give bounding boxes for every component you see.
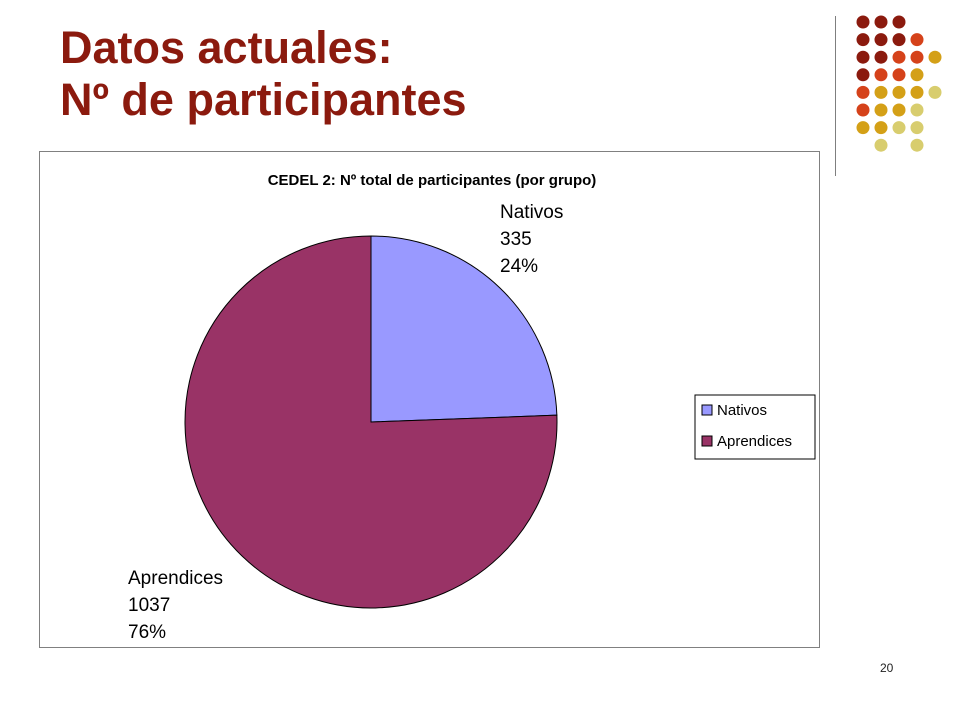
decorative-dot	[892, 121, 906, 135]
chart-legend: Nativos Aprendices	[694, 394, 816, 460]
decorative-dot	[856, 85, 870, 99]
decorative-dot	[892, 50, 906, 64]
decorative-dot	[910, 103, 924, 117]
slice-data-label: 24%	[500, 256, 538, 277]
slice-data-label: 1037	[128, 595, 170, 616]
pie-chart: CEDEL 2: Nº total de participantes (por …	[128, 172, 816, 643]
legend-box	[694, 394, 816, 460]
decorative-divider	[835, 16, 836, 176]
decorative-dot	[928, 50, 942, 64]
slice-data-label: Nativos	[500, 202, 563, 223]
decorative-dot	[892, 68, 906, 82]
decorative-dot	[892, 33, 906, 47]
decorative-dot	[874, 15, 888, 29]
legend-swatch	[701, 435, 713, 447]
decorative-dot	[856, 68, 870, 82]
decorative-dot	[874, 138, 888, 152]
decorative-dot	[856, 33, 870, 47]
chart-frame: CEDEL 2: Nº total de participantes (por …	[39, 151, 820, 648]
decorative-dot	[874, 33, 888, 47]
decorative-dot	[910, 138, 924, 152]
slide-title-line-1: Datos actuales:	[60, 22, 393, 73]
decorative-dot	[874, 50, 888, 64]
decorative-dot	[910, 33, 924, 47]
decorative-dot	[910, 121, 924, 135]
slice-data-label: 335	[500, 229, 532, 250]
decorative-dot	[910, 50, 924, 64]
pie-slice-nativos	[370, 235, 558, 423]
decorative-dot	[892, 85, 906, 99]
pie-slice-aprendices	[184, 235, 558, 609]
slide-title-line-2: Nº de participantes	[60, 74, 467, 125]
slice-data-label: 76%	[128, 622, 166, 643]
chart-title: CEDEL 2: Nº total de participantes (por …	[268, 172, 597, 189]
legend-label: Nativos	[717, 402, 767, 419]
slice-data-label: Aprendices	[128, 568, 223, 589]
pie-slices	[184, 235, 558, 609]
decorative-dot	[874, 85, 888, 99]
decorative-dot	[874, 103, 888, 117]
decorative-dot	[874, 121, 888, 135]
page-number: 20	[880, 661, 894, 675]
decorative-dot	[892, 103, 906, 117]
legend-swatch	[701, 404, 713, 416]
decorative-dot	[856, 50, 870, 64]
decorative-dot	[910, 68, 924, 82]
slide-title: Datos actuales: Nº de participantes	[60, 22, 467, 126]
decorative-dot-grid	[856, 15, 942, 152]
slice-labels: Nativos 335 24% Aprendices 1037 76%	[128, 202, 563, 643]
legend-label: Aprendices	[717, 433, 792, 450]
decorative-dot	[874, 68, 888, 82]
decorative-dot	[856, 121, 870, 135]
decorative-dot	[892, 15, 906, 29]
decorative-dot	[856, 15, 870, 29]
decorative-dot	[856, 103, 870, 117]
decorative-dot	[928, 85, 942, 99]
decorative-dot	[910, 85, 924, 99]
